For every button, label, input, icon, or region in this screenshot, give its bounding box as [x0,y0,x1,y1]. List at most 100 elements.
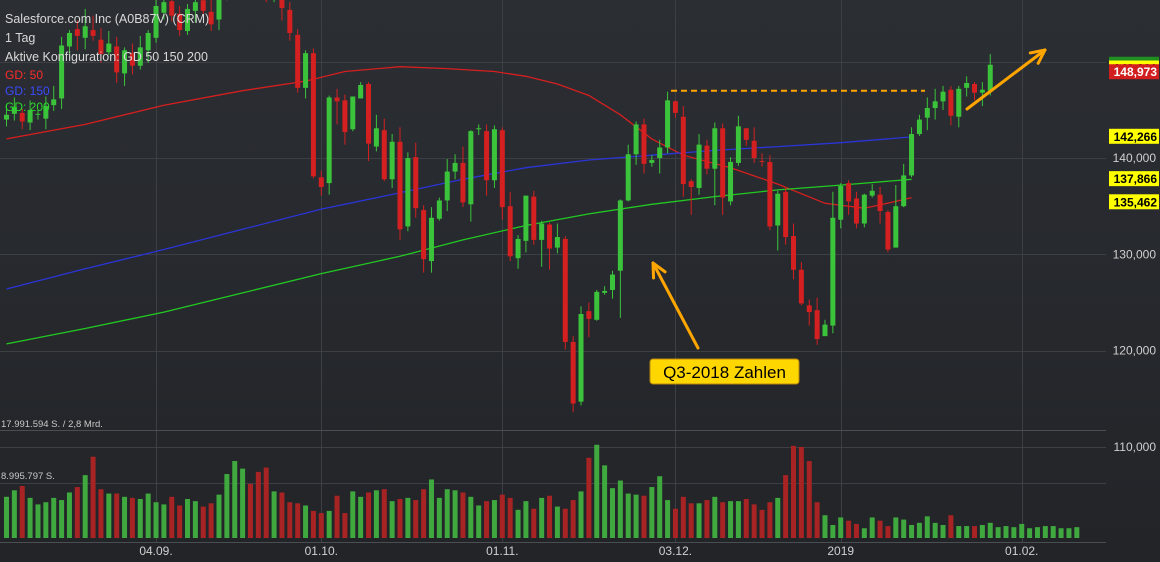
chart-interval: 1 Tag [5,31,36,45]
volume-bar [444,489,450,538]
volume-bar [153,502,159,538]
volume-bar [1050,526,1056,538]
candle-body [82,26,88,38]
volume-bar [775,497,781,538]
candle-body [838,186,844,220]
volume-bar [625,493,631,538]
volume-bar [1019,523,1025,538]
candle-body [444,171,450,201]
candle-body [153,6,159,38]
volume-bar [680,496,686,538]
candle-body [759,160,765,162]
volume-bar [570,500,576,538]
volume-bar [358,496,364,538]
volume-bar [66,492,72,538]
candle-body [515,238,521,259]
volume-bar [885,526,891,538]
volume-bar [578,491,584,538]
candle-body [594,291,600,320]
volume-bar [4,496,9,538]
annotation-text: Q3-2018 Zahlen [663,363,786,382]
candle-body [767,161,773,227]
volume-bar [1074,527,1080,538]
volume-bar [547,495,553,538]
volume-bar [460,492,466,538]
ma-label-200: GD: 200 [5,100,50,114]
volume-bar [295,503,301,538]
volume-bar [814,502,820,538]
volume-bar [208,503,214,538]
volume-bar [200,506,206,538]
volume-bar [964,526,970,538]
volume-bar [940,524,946,538]
candle-body [476,128,482,130]
candle-body [208,11,214,25]
candle-body [35,113,41,115]
candle-body [680,116,686,185]
x-tick-label: 03.12. [659,544,692,558]
volume-bar [806,461,812,538]
volume-bar [972,526,978,538]
volume-bar [232,461,238,538]
volume-bar [830,524,836,538]
candle-body [373,128,379,147]
volume-bar [476,505,482,538]
candle-body [814,310,820,340]
volume-bar [11,490,17,538]
volume-bar [995,527,1001,538]
trend-arrow-head [1028,48,1047,65]
volume-bar [51,497,57,538]
candle-body [200,0,206,11]
candle-body [90,30,96,36]
volume-bar [90,456,96,538]
candle-body [901,175,907,207]
volume-bar [531,508,537,538]
candle-body [366,83,372,144]
candle-body [649,160,655,163]
volume-bar [932,522,938,538]
candle-body [877,194,883,212]
candle-body [688,181,694,187]
volume-bar [1042,526,1048,538]
volume-bar [735,501,741,538]
volume-bar [122,496,128,538]
volume-bar [1066,528,1072,538]
volume-bar [641,495,647,538]
volume-bar [767,502,773,538]
candle-body [956,88,962,117]
volume-bar [192,501,198,538]
volume-bar [279,492,285,538]
candle-body [358,84,364,99]
candle-body [846,183,852,202]
volume-bar [224,474,230,538]
candle-body [751,140,757,159]
volume-bar [649,487,655,538]
volume-bar [869,517,875,538]
volume-bar [751,504,757,538]
candle-body [523,195,529,241]
candle-body [712,128,718,169]
volume-bar [633,494,639,538]
candle-body [137,47,143,66]
volume-bar [688,503,694,538]
candle-body [27,109,33,123]
candle-body [491,129,497,181]
candle-body [531,196,537,240]
annotation-box [649,358,800,385]
candle-body [11,107,17,114]
moving-average-line-3 [6,178,912,345]
candle-body [806,305,812,313]
volume-bar [979,524,985,538]
candle-body [192,2,198,11]
candle-body [932,101,938,109]
ma-label-150: GD: 150 [5,84,50,98]
candle-body [696,144,702,188]
candle-body [66,32,72,47]
candle-body [161,2,167,13]
volume-bar [759,509,765,538]
volume-bar [114,493,120,538]
volume-label-high: 17.991.594 S. / 2,8 Mrd. [1,419,103,430]
candle-body [413,157,419,209]
volume-bar [743,498,749,538]
